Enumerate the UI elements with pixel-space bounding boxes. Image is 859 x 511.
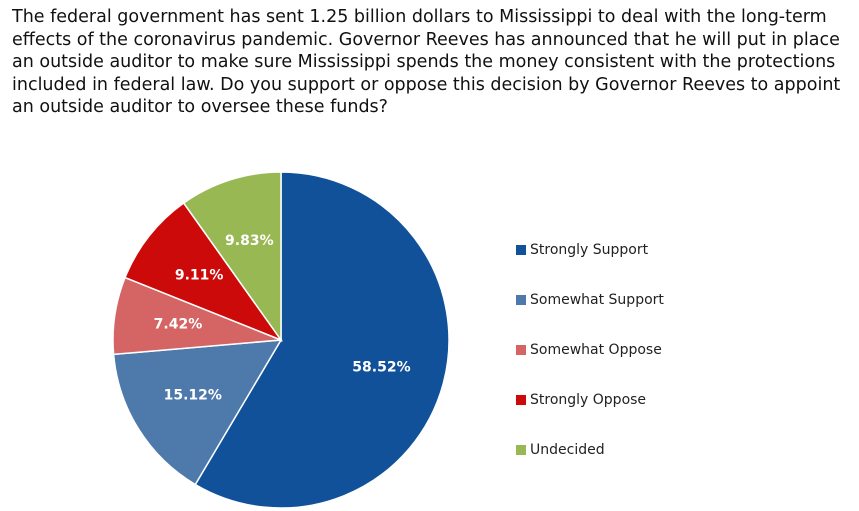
legend-text: Undecided bbox=[530, 442, 605, 458]
legend-text: Somewhat Oppose bbox=[530, 342, 662, 358]
chart-title: The federal government has sent 1.25 bil… bbox=[12, 7, 841, 117]
legend-swatch bbox=[516, 445, 526, 455]
pie-slice bbox=[124, 201, 284, 342]
legend-text: Somewhat Support bbox=[530, 292, 664, 308]
pie-slice bbox=[112, 339, 283, 486]
legend-swatch bbox=[516, 245, 526, 255]
slice-label: 9.83% bbox=[225, 233, 274, 249]
pie-slice bbox=[182, 171, 282, 343]
slice-label: 9.11% bbox=[175, 268, 224, 284]
legend-text: Strongly Support bbox=[530, 242, 649, 258]
slice-label: 58.52% bbox=[352, 360, 410, 376]
pie-slice bbox=[194, 171, 450, 509]
legend-swatch bbox=[516, 395, 526, 405]
slice-label: 7.42% bbox=[154, 317, 203, 333]
legend-swatch bbox=[516, 345, 526, 355]
legend-swatch bbox=[516, 295, 526, 305]
legend-text: Strongly Oppose bbox=[530, 392, 646, 408]
slice-label: 15.12% bbox=[164, 387, 222, 403]
